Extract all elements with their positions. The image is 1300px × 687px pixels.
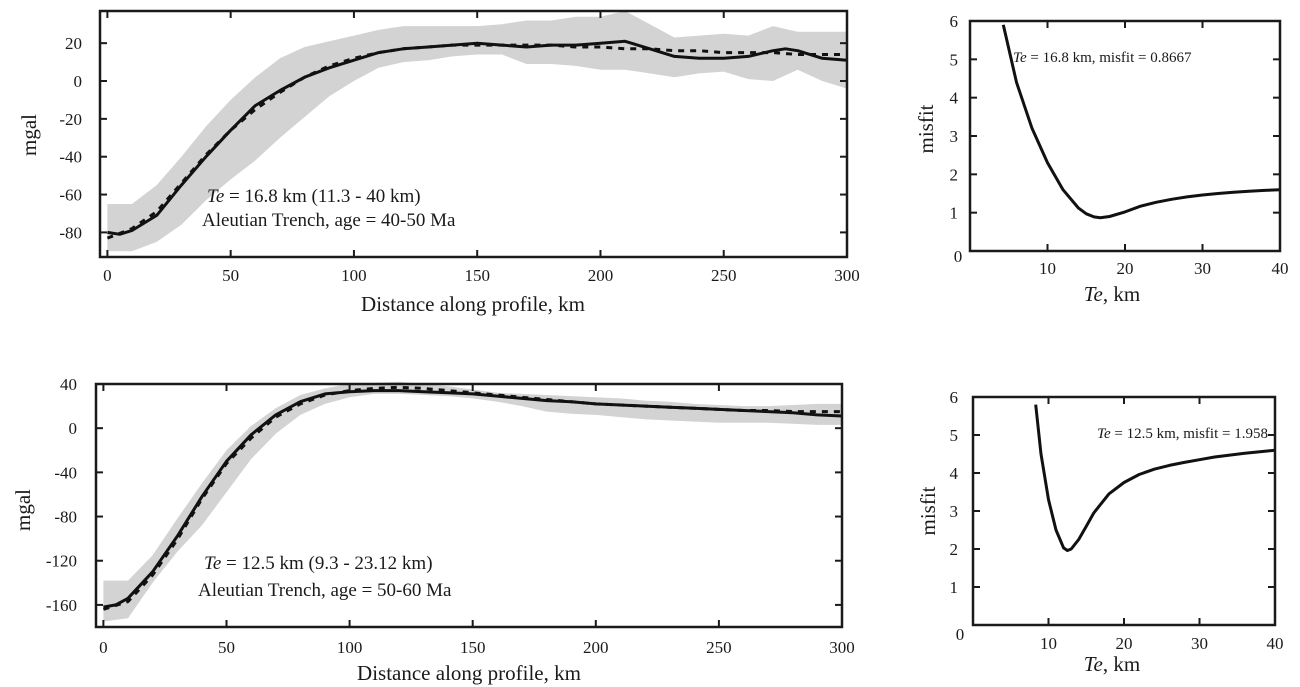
x-tick-label: 0	[103, 266, 112, 285]
x-tick-label: 200	[583, 638, 609, 657]
misfit-curve	[1001, 24, 1280, 220]
x-axis-label: Te, km	[1084, 282, 1140, 306]
y-tick-label: 6	[950, 12, 959, 31]
misfit-curve	[1034, 404, 1275, 552]
x-tick-label: 250	[706, 638, 732, 657]
trench-age-annotation: Aleutian Trench, age = 40-50 Ma	[202, 210, 456, 231]
te-value: = 12.5 km (9.3 - 23.12 km)	[221, 553, 432, 574]
x-tick-label: 10	[1040, 634, 1057, 653]
y-tick-label: 1	[950, 204, 959, 223]
axis-ticks: 0 50 100 150 200 250 300 40 0 -40 -80 -120 -160	[46, 375, 855, 657]
y-tick-label: -80	[54, 508, 77, 527]
y-tick-label: 20	[65, 34, 82, 53]
te-symbol: Te	[1084, 652, 1103, 676]
x-tick-label: 30	[1194, 259, 1211, 278]
x-axis-unit: , km	[1103, 652, 1140, 676]
y-tick-label: -40	[59, 148, 82, 167]
profile-lines	[106, 39, 847, 240]
x-tick-label: 20	[1116, 634, 1133, 653]
misfit-line	[1034, 404, 1275, 552]
x-tick-label: 50	[218, 638, 235, 657]
model-gravity-line	[107, 39, 847, 236]
y-tick-label: -40	[54, 463, 77, 482]
uncertainty-band-area	[107, 11, 847, 252]
y-tick-label: 40	[60, 375, 77, 394]
x-axis-unit: , km	[1103, 282, 1140, 306]
y-axis-label: mgal	[17, 114, 41, 156]
x-tick-label: 40	[1272, 259, 1289, 278]
observed-gravity-line	[102, 385, 842, 611]
te-symbol: Te	[1097, 426, 1111, 442]
misfit-line	[1001, 24, 1280, 220]
te-value: = 16.8 km (11.3 - 40 km)	[224, 186, 420, 207]
x-tick-label: 150	[464, 266, 490, 285]
x-tick-label: 20	[1117, 259, 1134, 278]
x-tick-label: 50	[222, 266, 239, 285]
y-tick-label: 0	[74, 72, 83, 91]
trench-age-annotation: Aleutian Trench, age = 50-60 Ma	[198, 580, 452, 601]
x-axis-label: Te, km	[1084, 652, 1140, 676]
y-tick-label: -160	[46, 596, 77, 615]
te-symbol: Te	[1013, 50, 1027, 66]
plot-frame	[98, 9, 849, 259]
y-tick-label: 1	[950, 578, 959, 597]
x-axis-label: Distance along profile, km	[361, 292, 585, 316]
uncertainty-band	[107, 11, 847, 252]
y-tick-label: -20	[59, 110, 82, 129]
origin-tick-label: 0	[956, 625, 965, 644]
x-tick-label: 100	[341, 266, 367, 285]
y-tick-label: 3	[950, 127, 959, 146]
y-tick-label: 5	[950, 426, 959, 445]
misfit-value: = 12.5 km, misfit = 1.958	[1111, 426, 1268, 442]
plot-frame	[94, 382, 844, 629]
y-axis-label: misfit	[914, 104, 938, 153]
origin-tick-label: 0	[954, 247, 963, 266]
x-axis-label: Distance along profile, km	[357, 661, 581, 685]
x-tick-label: 30	[1191, 634, 1208, 653]
te-symbol: Te	[1084, 282, 1103, 306]
y-tick-label: 4	[950, 89, 959, 108]
x-tick-label: 40	[1267, 634, 1284, 653]
te-annotation: Te = 12.5 km (9.3 - 23.12 km)	[204, 553, 433, 574]
te-symbol: Te	[207, 186, 224, 207]
misfit-value: = 16.8 km, misfit = 0.8667	[1027, 50, 1192, 66]
x-tick-label: 150	[460, 638, 486, 657]
te-annotation: Te = 16.8 km (11.3 - 40 km)	[207, 186, 421, 207]
misfit-annotation: Te = 16.8 km, misfit = 0.8667	[1013, 50, 1192, 66]
x-tick-label: 0	[99, 638, 108, 657]
profile-chart-bottom: 0 50 100 150 200 250 300 40 0 -40 -80 -120 -160 Dist…	[11, 375, 855, 685]
y-tick-label: -80	[59, 223, 82, 242]
x-tick-label: 300	[834, 266, 860, 285]
misfit-annotation: Te = 12.5 km, misfit = 1.958	[1097, 426, 1268, 442]
x-tick-label: 250	[711, 266, 737, 285]
y-tick-label: -60	[59, 186, 82, 205]
y-axis-label: mgal	[11, 489, 35, 531]
profile-lines	[102, 385, 842, 611]
observed-gravity-line	[106, 43, 847, 240]
x-tick-label: 200	[588, 266, 614, 285]
y-tick-label: 2	[950, 165, 959, 184]
y-tick-label: 0	[69, 419, 78, 438]
x-tick-label: 300	[829, 638, 855, 657]
y-tick-label: 2	[950, 540, 959, 559]
y-tick-label: 4	[950, 464, 959, 483]
y-tick-label: 6	[950, 388, 959, 407]
y-tick-label: 5	[950, 50, 959, 69]
te-symbol: Te	[204, 553, 221, 574]
x-tick-label: 10	[1039, 259, 1056, 278]
y-tick-label: 3	[950, 502, 959, 521]
x-tick-label: 100	[337, 638, 363, 657]
y-tick-label: -120	[46, 552, 77, 571]
y-axis-label: misfit	[916, 486, 940, 535]
